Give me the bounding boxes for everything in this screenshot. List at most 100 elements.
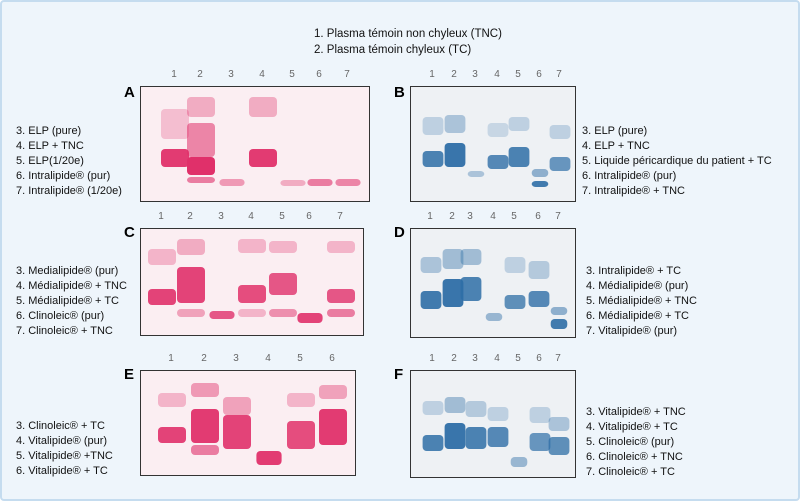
sample-label: 4. Médialipide® (pur)	[586, 280, 689, 292]
gel-image	[140, 228, 364, 336]
sample-legend: 3. Intralipide® + TC 4. Médialipide® (pu…	[586, 264, 697, 339]
gel-band	[510, 457, 528, 467]
sample-label: 5. Médialipide® + TC	[16, 295, 119, 307]
gel-band	[269, 241, 297, 253]
sample-label: 3. Medialipide® (pur)	[16, 265, 119, 277]
gel-background	[411, 371, 575, 477]
gel-band	[187, 123, 215, 157]
gel-band	[327, 289, 355, 303]
panel-letter: D	[394, 224, 405, 241]
gel-band	[528, 261, 550, 279]
lane-number: 1	[429, 353, 435, 364]
gel-background	[411, 87, 575, 201]
gel-svg	[141, 229, 363, 335]
gel-band	[420, 257, 442, 273]
sample-label: 4. Vitalipide® + TC	[586, 421, 678, 433]
gel-band	[319, 385, 347, 399]
sample-label: 4. Médialipide® + TNC	[16, 280, 127, 292]
lane-number: 5	[515, 353, 521, 364]
panel-letter: C	[124, 224, 135, 241]
lane-number: 3	[233, 353, 239, 364]
lane-number: 4	[494, 69, 500, 80]
lane-number: 6	[536, 353, 542, 364]
lane-number: 5	[279, 211, 285, 222]
gel-band	[420, 291, 442, 309]
lane-number: 7	[555, 211, 561, 222]
lane-number: 4	[265, 353, 271, 364]
gel-band	[297, 313, 323, 323]
sample-label: 7. Clinoleic® + TNC	[16, 325, 113, 337]
gel-band	[307, 179, 333, 186]
gel-band	[327, 241, 355, 253]
gel-band	[209, 311, 235, 319]
gel-band	[191, 383, 219, 397]
gel-image	[410, 86, 576, 202]
lane-number: 6	[535, 211, 541, 222]
gel-band	[422, 117, 444, 135]
gel-band	[177, 309, 205, 317]
gel-band	[465, 427, 487, 449]
lane-number: 7	[337, 211, 343, 222]
sample-label: 6. Clinoleic® + TNC	[586, 451, 683, 463]
gel-band	[422, 401, 444, 415]
gel-band	[550, 319, 568, 329]
gel-svg	[141, 87, 369, 201]
lane-number: 5	[297, 353, 303, 364]
gel-band	[238, 309, 266, 317]
gel-band	[158, 393, 186, 407]
gel-band	[485, 313, 503, 321]
gel-band	[531, 169, 549, 177]
gel-band	[287, 393, 315, 407]
sample-label: 7. Intralipide® (1/20e)	[16, 185, 122, 197]
gel-band	[487, 155, 509, 169]
sample-label: 4. Vitalipide® (pur)	[16, 435, 108, 447]
gel-svg	[411, 229, 575, 337]
sample-label: 3. ELP (pure)	[582, 125, 648, 137]
lane-number: 6	[316, 69, 322, 80]
gel-band	[161, 149, 189, 167]
lane-number: 1	[168, 353, 174, 364]
gel-band	[269, 273, 297, 295]
gel-band	[191, 445, 219, 455]
sample-label: 6. Vitalipide® + TC	[16, 465, 108, 477]
gel-band	[444, 423, 466, 449]
gel-svg	[141, 371, 355, 475]
lane-number: 3	[472, 353, 478, 364]
gel-band	[249, 149, 277, 167]
gel-band	[319, 409, 347, 445]
lane-number: 1	[171, 69, 177, 80]
sample-label: 6. Intralipide® (pur)	[582, 170, 677, 182]
gel-svg	[411, 87, 575, 201]
sample-label: 4. ELP + TNC	[582, 140, 650, 152]
panel-letter: E	[124, 366, 135, 383]
gel-band	[508, 147, 530, 167]
sample-label: 3. Vitalipide® + TNC	[586, 406, 686, 418]
control-legend: 1. Plasma témoin non chyleux (TNC) 2. Pl…	[314, 26, 502, 58]
gel-band	[487, 427, 509, 447]
gel-band	[177, 267, 205, 303]
gel-band	[528, 291, 550, 307]
gel-band	[442, 249, 464, 269]
lane-number: 6	[306, 211, 312, 222]
sample-label: 4. ELP + TNC	[16, 140, 84, 152]
gel-band	[549, 157, 571, 171]
gel-band	[504, 295, 526, 309]
lane-number: 2	[451, 69, 457, 80]
gel-band	[158, 427, 186, 443]
gel-image	[410, 228, 576, 338]
gel-band	[238, 285, 266, 303]
lane-number: 7	[555, 353, 561, 364]
gel-band	[187, 177, 215, 183]
lane-number: 1	[429, 69, 435, 80]
lane-number: 2	[451, 353, 457, 364]
gel-band	[444, 397, 466, 413]
lane-number: 3	[218, 211, 224, 222]
gel-band	[444, 143, 466, 167]
lane-number: 3	[467, 211, 473, 222]
panel-letter: B	[394, 84, 405, 101]
gel-band	[249, 97, 277, 117]
gel-band	[529, 407, 551, 423]
lane-number: 2	[449, 211, 455, 222]
gel-band	[219, 179, 245, 186]
